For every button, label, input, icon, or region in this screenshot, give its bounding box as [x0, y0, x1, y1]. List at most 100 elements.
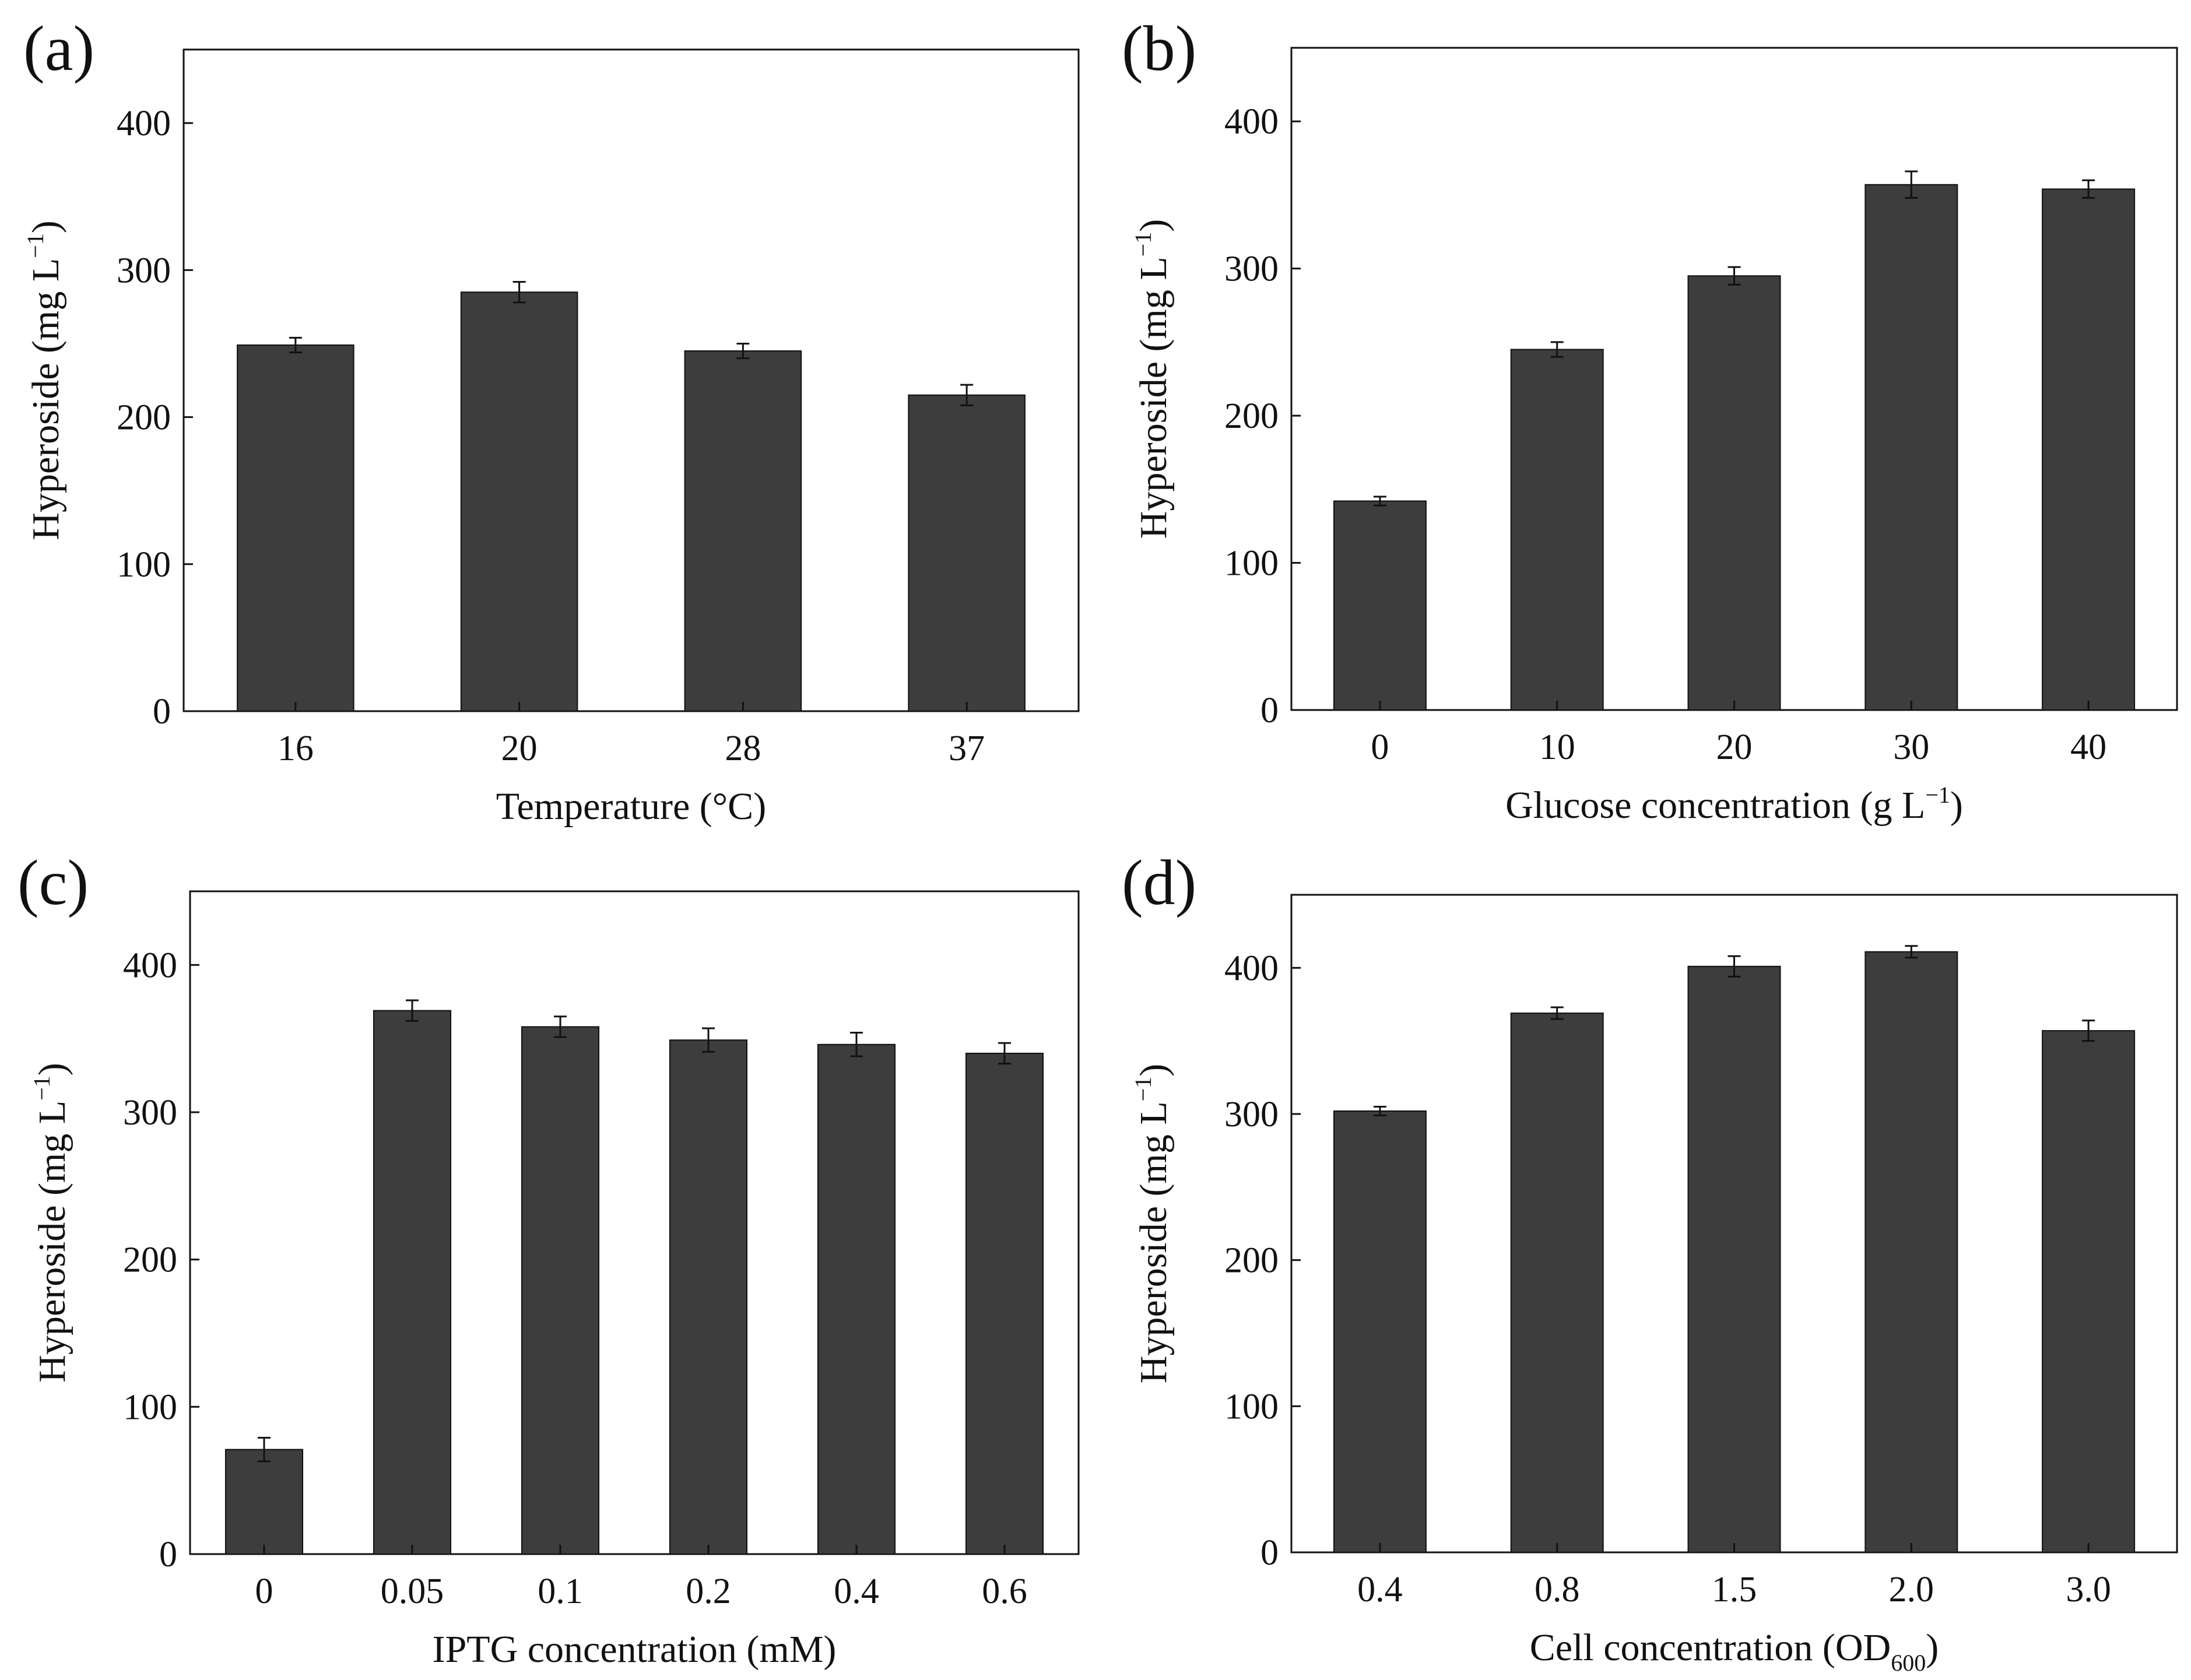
y-axis-title: Hyperoside (mg L−1)	[1130, 1064, 1175, 1383]
x-tick-label: 0.4	[1357, 1570, 1403, 1609]
x-axis-title-end: )	[1926, 1626, 1939, 1669]
y-axis-title-end: )	[24, 220, 67, 233]
x-axis-title: IPTG concentration (mM)	[433, 1628, 837, 1671]
chart-b: 0 100 200 300 400 0 10 20 30 40 Glucose concentrat…	[1130, 47, 2178, 827]
bar	[669, 1039, 748, 1555]
y-axis-title-main: Hyperoside (mg L	[1132, 256, 1175, 539]
y-tick-label: 400	[1224, 102, 1279, 142]
x-tick-label: 1.5	[1712, 1570, 1757, 1609]
x-tick-label: 37	[949, 729, 985, 768]
y-tick-label: 200	[117, 398, 171, 438]
x-axis-title-main: Temperature (°C)	[496, 785, 766, 828]
x-tick-label: 0.6	[982, 1572, 1027, 1611]
bar	[965, 1052, 1044, 1555]
y-tick-label: 100	[1224, 544, 1279, 584]
x-axis-title-sub: 600	[1891, 1650, 1926, 1676]
x-tick-label: 0	[255, 1572, 273, 1611]
panel-label-c: (c)	[17, 847, 89, 918]
y-axis-title-sup: −1	[1130, 1077, 1156, 1102]
panel-b: (b) 0 100 200 300 400 0 10 20 30 40 Glucose concen…	[1096, 0, 2191, 840]
chart-a: 0 100 200 300 400 16 20 28 37 Temperature (°C) Hyp…	[22, 48, 1080, 828]
y-tick-label: 300	[117, 251, 171, 290]
y-axis-title-sup: −1	[29, 1076, 55, 1101]
y-tick-label: 100	[123, 1387, 177, 1427]
x-tick-label: 0.05	[381, 1572, 444, 1611]
y-tick-label: 400	[1224, 948, 1279, 988]
x-tick-label: 30	[1893, 727, 1929, 767]
panel-label-b: (b)	[1122, 13, 1197, 84]
x-tick-label: 10	[1539, 727, 1575, 767]
bar	[684, 350, 802, 712]
y-tick-label: 300	[1224, 249, 1279, 289]
y-tick-label: 300	[123, 1093, 177, 1133]
y-axis-title-main: Hyperoside (mg L	[24, 258, 67, 540]
x-axis-title: Cell concentration (OD600)	[1530, 1626, 1939, 1676]
bar	[908, 394, 1026, 712]
y-axis-title-end: )	[1132, 219, 1175, 232]
x-tick-label: 20	[501, 729, 538, 768]
bar	[1687, 275, 1781, 711]
bar	[460, 291, 578, 712]
x-axis-title-end: )	[1950, 784, 1963, 827]
y-tick-label: 300	[1224, 1095, 1279, 1134]
bar	[2042, 188, 2136, 711]
bar	[1510, 349, 1604, 711]
bar	[1687, 965, 1781, 1553]
panel-label-a: (a)	[23, 13, 95, 84]
y-tick-label: 0	[153, 692, 171, 732]
bar	[2042, 1030, 2136, 1553]
bar	[1865, 184, 1958, 711]
x-axis-title: Temperature (°C)	[496, 785, 766, 828]
x-axis-title-sup: −1	[1925, 782, 1950, 808]
panel-c: (c) 0 100 200 300 400 0 0.05 0.1 0.2 0.4 0.6 IPTG c…	[0, 840, 1096, 1680]
x-tick-label: 28	[725, 729, 761, 768]
y-tick-label: 200	[1224, 1241, 1279, 1281]
bar	[237, 344, 354, 712]
x-tick-label: 40	[2070, 727, 2106, 767]
plot-frame	[189, 890, 1080, 1555]
y-axis-title-end: )	[31, 1063, 73, 1076]
chart-c: 0 100 200 300 400 0 0.05 0.1 0.2 0.4 0.6 IPTG conce…	[29, 890, 1080, 1671]
y-axis-title: Hyperoside (mg L−1)	[22, 220, 67, 540]
y-tick-label: 100	[1224, 1387, 1279, 1426]
y-axis-title-sup: −1	[22, 233, 48, 258]
y-tick-label: 400	[123, 946, 177, 985]
y-tick-label: 400	[117, 104, 171, 143]
bar	[1333, 500, 1427, 711]
y-axis-title: Hyperoside (mg L−1)	[29, 1063, 73, 1382]
x-axis-title: Glucose concentration (g L−1)	[1505, 782, 1963, 827]
y-tick-label: 0	[1260, 1533, 1279, 1573]
bar	[521, 1026, 600, 1555]
y-tick-label: 200	[123, 1240, 177, 1280]
x-axis-title-main: Glucose concentration (g L	[1505, 784, 1925, 827]
x-axis-title-main: Cell concentration (OD	[1530, 1626, 1891, 1669]
bar	[817, 1043, 896, 1555]
x-tick-label: 0	[1371, 727, 1389, 767]
bar	[1865, 951, 1958, 1553]
x-tick-label: 0.4	[834, 1572, 879, 1611]
x-tick-label: 3.0	[2066, 1570, 2111, 1609]
x-tick-label: 20	[1716, 727, 1753, 767]
bar	[1510, 1013, 1604, 1554]
panel-label-d: (d)	[1122, 847, 1197, 918]
y-axis-title-end: )	[1132, 1064, 1175, 1077]
bar	[373, 1010, 452, 1555]
y-axis-title: Hyperoside (mg L−1)	[1130, 219, 1175, 539]
x-tick-label: 0.1	[538, 1572, 583, 1611]
x-axis-title-main: IPTG concentration (mM)	[433, 1628, 837, 1671]
x-tick-label: 2.0	[1889, 1570, 1934, 1609]
bar	[1333, 1110, 1427, 1553]
x-tick-label: 16	[278, 729, 314, 768]
y-tick-label: 100	[117, 545, 171, 585]
bar	[224, 1449, 304, 1555]
y-axis-title-main: Hyperoside (mg L	[1132, 1101, 1175, 1383]
y-tick-label: 200	[1224, 396, 1279, 436]
y-tick-label: 0	[159, 1535, 177, 1574]
x-tick-label: 0.8	[1535, 1570, 1580, 1609]
x-tick-label: 0.2	[686, 1572, 731, 1611]
y-axis-title-sup: −1	[1130, 232, 1156, 257]
panel-d: (d) 0 100 200 300 400 0.4 0.8 1.5 2.0 3.0 Cell con…	[1096, 840, 2191, 1680]
y-tick-label: 0	[1260, 691, 1279, 730]
y-axis-title-main: Hyperoside (mg L	[31, 1101, 73, 1383]
chart-d: 0 100 200 300 400 0.4 0.8 1.5 2.0 3.0 Cell concent…	[1130, 894, 2178, 1676]
